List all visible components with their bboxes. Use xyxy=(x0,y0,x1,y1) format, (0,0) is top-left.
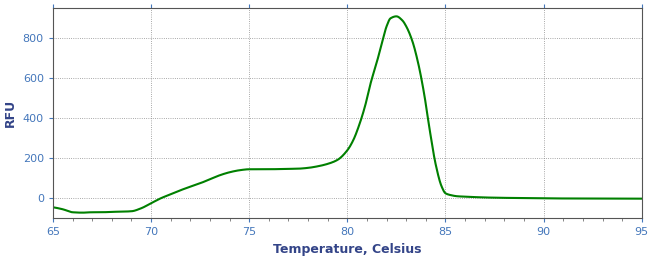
Y-axis label: RFU: RFU xyxy=(4,99,17,127)
X-axis label: Temperature, Celsius: Temperature, Celsius xyxy=(273,243,422,256)
